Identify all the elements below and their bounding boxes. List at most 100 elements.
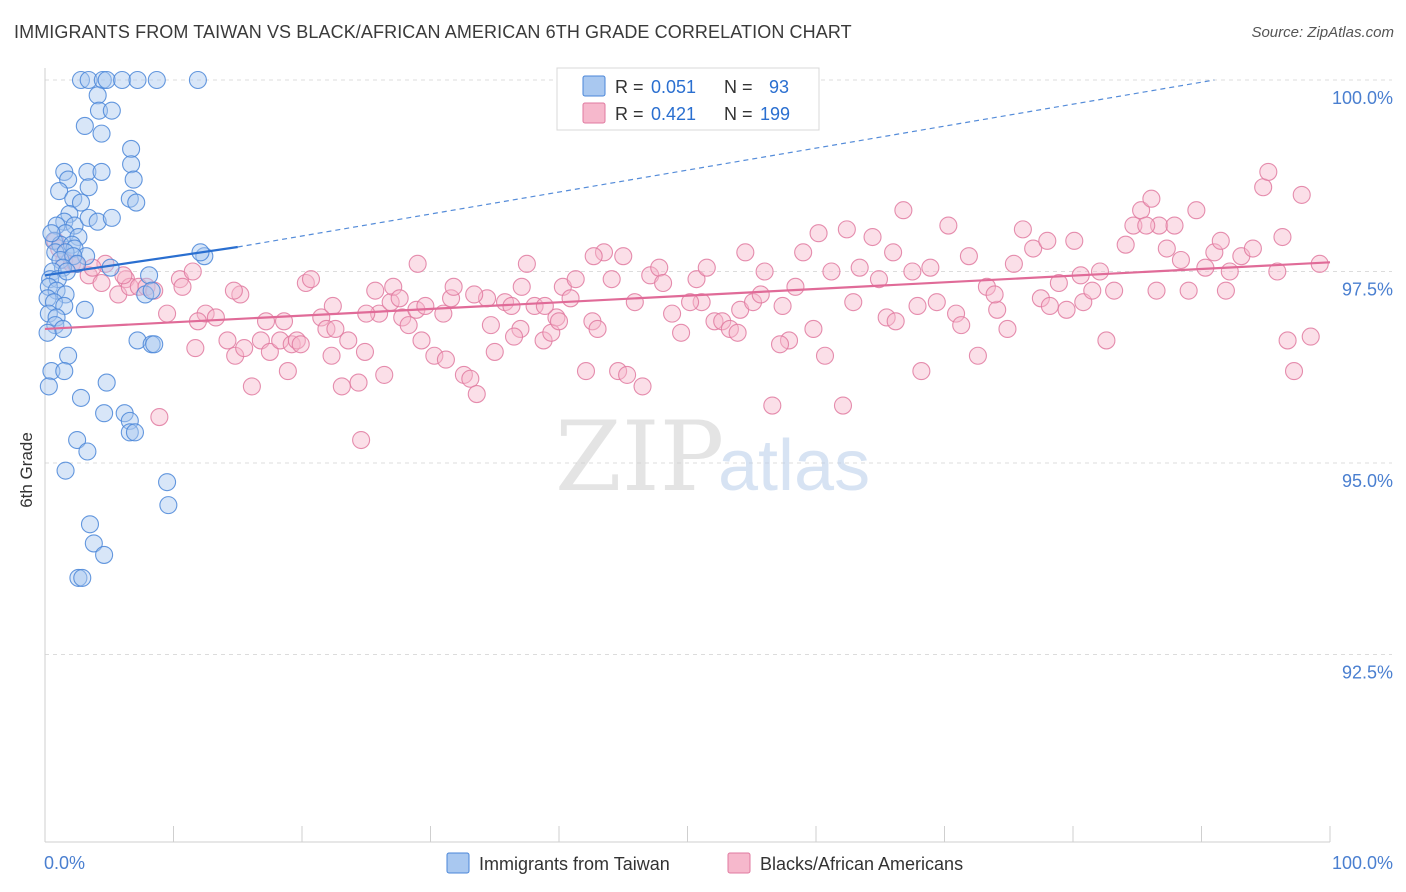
legend-bottom-label-blue: Immigrants from Taiwan — [479, 854, 670, 874]
blue-data-point — [56, 461, 75, 480]
pink-data-point — [663, 304, 682, 323]
blue-data-point — [88, 212, 107, 231]
legend-r-value-pink: 0.421 — [651, 104, 696, 124]
pink-data-point — [465, 285, 484, 304]
pink-data-point — [794, 243, 813, 262]
pink-data-point — [1049, 273, 1068, 293]
pink-data-point — [390, 289, 409, 308]
blue-data-point — [113, 70, 132, 90]
pink-data-point — [183, 262, 202, 281]
pink-data-point — [278, 362, 297, 381]
pink-data-point — [1157, 239, 1176, 258]
pink-data-point — [150, 407, 169, 427]
pink-data-point — [618, 365, 637, 384]
legend-top: R = 0.051 N = 93 R = 0.421 N = 199 — [556, 67, 820, 131]
pink-data-point — [408, 254, 427, 273]
legend-swatch-blue — [582, 75, 606, 97]
pink-data-point — [1013, 220, 1032, 239]
legend-bottom-swatch-pink — [727, 852, 751, 874]
pink-trend-line — [44, 261, 1331, 331]
y-tick-label: 92.5% — [1342, 663, 1393, 683]
blue-series-points — [38, 70, 214, 587]
pink-data-point — [773, 296, 792, 316]
pink-data-point — [1057, 300, 1076, 319]
blue-data-point — [79, 208, 98, 227]
pink-data-point — [927, 293, 946, 312]
pink-data-point — [988, 300, 1007, 319]
pink-data-point — [206, 308, 225, 327]
blue-data-point — [78, 442, 97, 461]
pink-data-point — [815, 346, 835, 365]
source-credit: Source: ZipAtlas.com — [1251, 24, 1394, 41]
pink-data-point — [1024, 239, 1043, 258]
legend-r-label-blue: R = — [615, 77, 644, 97]
blue-data-point — [71, 193, 91, 212]
blue-data-point — [147, 70, 166, 90]
blue-data-point — [47, 308, 66, 327]
pink-data-point — [1165, 216, 1184, 235]
pink-data-point — [804, 319, 823, 339]
pink-data-point — [1038, 231, 1057, 250]
pink-data-point — [1278, 331, 1297, 350]
pink-data-point — [1211, 231, 1230, 250]
legend-n-label-blue: N = — [724, 77, 753, 97]
pink-data-point — [517, 254, 536, 273]
pink-data-point — [705, 312, 724, 331]
legend-swatch-pink — [582, 102, 606, 124]
pink-data-point — [751, 285, 770, 304]
pink-data-point — [312, 308, 331, 327]
pink-series-points — [46, 162, 1329, 450]
blue-data-point — [79, 70, 98, 90]
pink-data-point — [588, 319, 607, 339]
blue-data-point — [42, 224, 61, 243]
pink-data-point — [444, 277, 463, 296]
blue-data-point — [128, 331, 147, 350]
blue-trend-extension — [237, 79, 1215, 248]
blue-data-point — [88, 86, 107, 105]
blue-data-point — [140, 266, 159, 285]
pink-data-point — [416, 296, 435, 316]
pink-data-point — [863, 227, 882, 247]
y-tick-label: 100.0% — [1332, 88, 1393, 108]
watermark-zip: ZIP — [555, 401, 724, 513]
pink-data-point — [884, 243, 903, 262]
pink-data-point — [877, 308, 896, 327]
pink-data-point — [1254, 178, 1273, 197]
y-tick-label: 97.5% — [1342, 280, 1393, 300]
x-tick-label-min: 0.0% — [44, 853, 85, 873]
pink-data-point — [92, 273, 111, 293]
pink-data-point — [535, 296, 554, 316]
blue-data-point — [75, 116, 94, 136]
blue-data-point — [73, 568, 92, 587]
pink-data-point — [713, 312, 732, 331]
pink-data-point — [412, 331, 431, 350]
pink-data-point — [1284, 362, 1304, 381]
pink-data-point — [736, 243, 755, 262]
blue-data-point — [80, 515, 100, 534]
pink-data-point — [355, 342, 375, 361]
pink-data-point — [770, 335, 790, 354]
y-tick-labels: 100.0% 97.5% 95.0% 92.5% — [1332, 88, 1393, 683]
pink-data-point — [1273, 227, 1292, 247]
pink-data-point — [384, 277, 403, 296]
pink-data-point — [1243, 239, 1262, 258]
pink-data-point — [614, 247, 633, 266]
blue-data-point — [38, 323, 57, 342]
pink-data-point — [1040, 296, 1059, 316]
legend-n-value-blue: 93 — [769, 77, 789, 97]
pink-data-point — [549, 312, 569, 331]
pink-data-point — [511, 319, 530, 339]
legend-n-label-pink: N = — [724, 104, 753, 124]
pink-data-point — [602, 270, 621, 289]
pink-data-point — [903, 262, 922, 281]
blue-data-point — [145, 335, 164, 354]
pink-data-point — [1137, 216, 1156, 235]
pink-data-point — [186, 339, 205, 358]
pink-data-point — [1171, 250, 1190, 270]
legend-r-label-pink: R = — [615, 104, 644, 124]
pink-data-point — [393, 308, 412, 327]
pink-data-point — [844, 293, 863, 312]
pink-data-point — [534, 331, 553, 350]
pink-data-point — [1216, 281, 1235, 300]
pink-data-point — [1220, 262, 1239, 281]
